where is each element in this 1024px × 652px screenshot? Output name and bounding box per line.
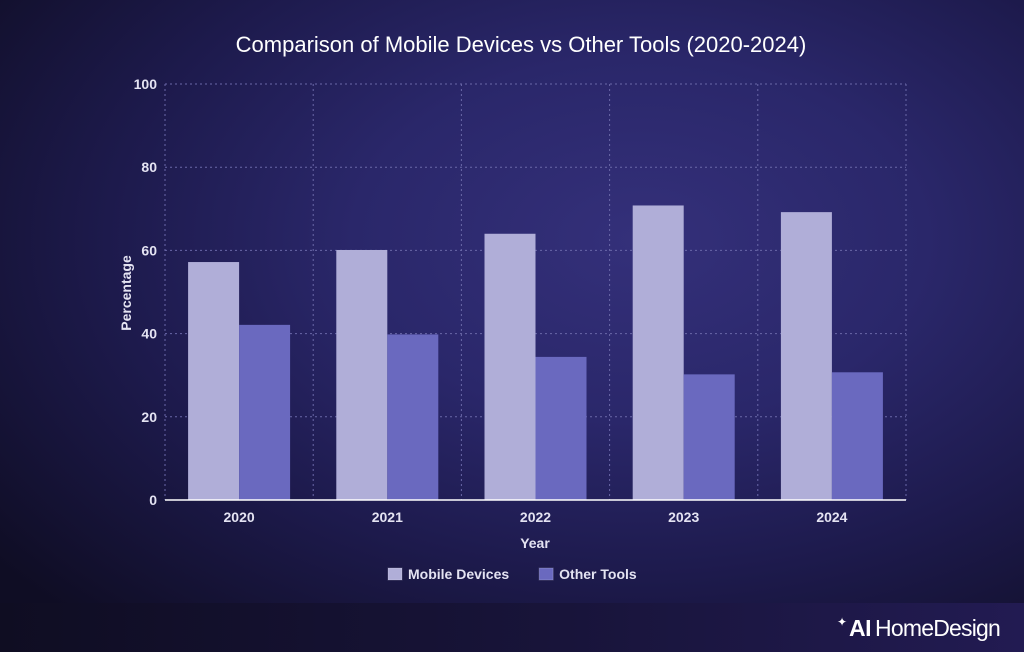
x-tick-label: 2024 <box>816 509 847 525</box>
x-tick-label: 2022 <box>520 509 551 525</box>
bar-mobile-devices-2020 <box>188 262 240 500</box>
brand-logo: ✦ AI HomeDesign <box>836 613 1001 643</box>
legend-label-mobile-devices: Mobile Devices <box>408 566 509 582</box>
legend-swatch-mobile-devices <box>387 567 403 581</box>
bar-other-tools-2020 <box>239 324 291 500</box>
legend-label-other-tools: Other Tools <box>559 566 637 582</box>
logo-homedesign-text: HomeDesign <box>875 614 1001 641</box>
y-tick-label: 40 <box>141 326 157 342</box>
bar-mobile-devices-2024 <box>780 212 832 501</box>
sparkle-icon: ✦ <box>836 615 848 629</box>
footer-bar: ✦ AI HomeDesign <box>0 603 1024 652</box>
x-tick-label: 2023 <box>668 509 699 525</box>
y-tick-label: 0 <box>149 492 157 508</box>
bar-mobile-devices-2021 <box>336 249 388 500</box>
chart-background: Comparison of Mobile Devices vs Other To… <box>0 0 1024 603</box>
bars <box>188 205 883 501</box>
x-axis-label: Year <box>520 535 550 551</box>
y-tick-label: 80 <box>141 159 157 175</box>
bar-mobile-devices-2022 <box>484 233 536 500</box>
x-tick-label: 2021 <box>372 509 403 525</box>
y-axis-label: Percentage <box>118 255 134 331</box>
legend: Mobile Devices Other Tools <box>387 566 637 582</box>
x-tick-label: 2020 <box>224 509 255 525</box>
logo-ai-text: AI <box>849 614 872 641</box>
bar-other-tools-2024 <box>831 372 883 500</box>
axes: 0 20 40 60 80 100 2020 2021 2022 2023 2024 <box>134 76 906 525</box>
y-tick-label: 100 <box>134 76 158 92</box>
chart: Comparison of Mobile Devices vs Other To… <box>118 32 907 582</box>
y-tick-label: 20 <box>141 409 157 425</box>
bar-other-tools-2021 <box>387 334 439 500</box>
legend-swatch-other-tools <box>538 567 554 581</box>
y-tick-label: 60 <box>141 242 157 258</box>
chart-title: Comparison of Mobile Devices vs Other To… <box>236 32 807 57</box>
bar-other-tools-2022 <box>535 356 587 500</box>
bar-other-tools-2023 <box>683 374 735 500</box>
bar-mobile-devices-2023 <box>632 205 684 501</box>
